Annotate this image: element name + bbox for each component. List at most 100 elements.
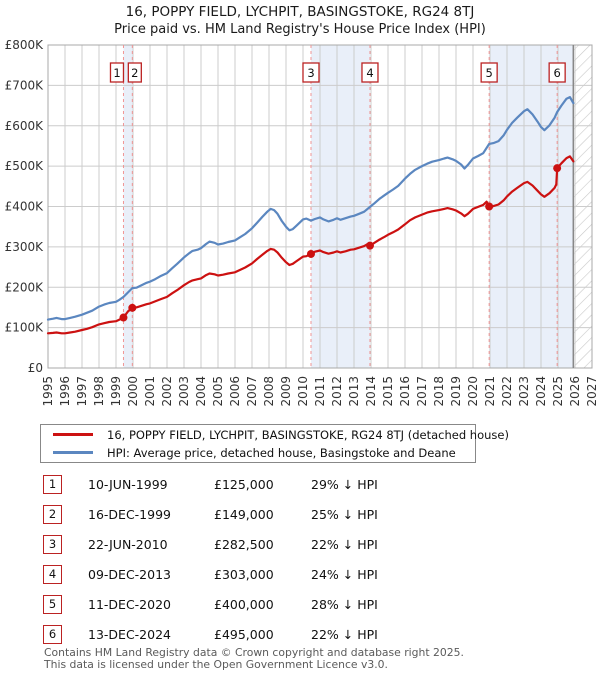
sale-point-5	[485, 202, 494, 211]
transaction-row: 2 16-DEC-1999 £149,000 25% ↓ HPI	[0, 505, 600, 527]
x-axis-label: 2021	[483, 376, 497, 407]
legend-item-hpi: HPI: Average price, detached house, Basi…	[41, 445, 475, 460]
sale-marker-number: 2	[131, 66, 138, 80]
transaction-number-badge: 4	[43, 565, 62, 584]
transaction-hpi-diff: 28% ↓ HPI	[311, 597, 378, 612]
y-axis-label: £100K	[5, 321, 45, 335]
series-line-hpi	[46, 95, 575, 321]
x-axis-label: 2007	[245, 376, 259, 407]
transaction-row: 3 22-JUN-2010 £282,500 22% ↓ HPI	[0, 535, 600, 557]
x-axis-label: 2008	[262, 376, 276, 407]
x-axis-label: 2018	[432, 376, 446, 407]
x-axis-label: 2015	[381, 376, 395, 407]
transaction-date: 11-DEC-2020	[88, 597, 171, 612]
hpi-line-swatch	[53, 451, 93, 454]
transaction-hpi-diff: 22% ↓ HPI	[311, 537, 378, 552]
transaction-hpi-diff: 22% ↓ HPI	[311, 627, 378, 642]
transaction-number-badge: 5	[43, 595, 62, 614]
chart-legend: 16, POPPY FIELD, LYCHPIT, BASINGSTOKE, R…	[40, 424, 509, 463]
transaction-row: 4 09-DEC-2013 £303,000 24% ↓ HPI	[0, 565, 600, 587]
sale-marker-box-3	[302, 62, 320, 83]
transaction-date: 13-DEC-2024	[88, 627, 171, 642]
sale-marker-box-4	[361, 62, 379, 83]
x-axis-label: 2002	[160, 376, 174, 407]
x-axis-label: 2005	[211, 376, 225, 407]
transaction-number-badge: 1	[43, 475, 62, 494]
sale-marker-box-1	[109, 62, 125, 83]
transaction-number-badge: 2	[43, 505, 62, 524]
transaction-hpi-diff: 29% ↓ HPI	[311, 477, 378, 492]
transaction-row: 1 10-JUN-1999 £125,000 29% ↓ HPI	[0, 475, 600, 497]
x-axis-label: 2004	[194, 376, 208, 407]
transaction-date: 16-DEC-1999	[88, 507, 171, 522]
x-axis-label: 1995	[41, 376, 55, 407]
transaction-price: £125,000	[214, 477, 274, 492]
sale-marker-number: 4	[366, 66, 373, 80]
transaction-date: 09-DEC-2013	[88, 567, 171, 582]
transaction-hpi-diff: 25% ↓ HPI	[311, 507, 378, 522]
x-axis-label: 1999	[109, 376, 123, 407]
footer-line: This data is licensed under the Open Gov…	[44, 657, 388, 671]
x-axis-label: 2014	[364, 376, 378, 407]
x-axis-label: 2006	[228, 376, 242, 407]
x-axis-label: 2013	[347, 376, 361, 407]
sale-point-3	[306, 249, 315, 258]
transaction-row: 6 13-DEC-2024 £495,000 22% ↓ HPI	[0, 625, 600, 647]
page-subtitle: Price paid vs. HM Land Registry's House …	[114, 22, 486, 37]
x-axis-label: 2012	[330, 376, 344, 407]
sale-marker-box-5	[480, 62, 498, 83]
legend-label: HPI: Average price, detached house, Basi…	[107, 445, 456, 460]
y-axis-label: £600K	[5, 119, 45, 133]
x-axis-label: 2025	[551, 376, 565, 407]
transaction-price: £303,000	[214, 567, 274, 582]
sale-marker-box-6	[548, 62, 566, 83]
sale-point-2	[128, 303, 137, 312]
sale-point-6	[553, 164, 562, 173]
sale-marker-number: 5	[485, 66, 492, 80]
transaction-row: 5 11-DEC-2020 £400,000 28% ↓ HPI	[0, 595, 600, 617]
x-axis-label: 1998	[92, 376, 106, 407]
transaction-number-badge: 3	[43, 535, 62, 554]
transaction-number-badge: 6	[43, 625, 62, 644]
x-axis-label: 2020	[466, 376, 480, 407]
page-title: 16, POPPY FIELD, LYCHPIT, BASINGSTOKE, R…	[125, 4, 475, 20]
y-axis-label: £500K	[5, 159, 45, 173]
sale-marker-number: 3	[307, 66, 314, 80]
sale-point-4	[365, 241, 374, 250]
x-axis-label: 2019	[449, 376, 463, 407]
x-axis-label: 2027	[585, 376, 599, 407]
legend-label: 16, POPPY FIELD, LYCHPIT, BASINGSTOKE, R…	[107, 427, 509, 442]
sale-marker-number: 1	[113, 66, 120, 80]
y-axis-label: £0	[28, 361, 43, 375]
sale-point-1	[119, 313, 128, 322]
y-axis-label: £700K	[5, 78, 45, 92]
x-axis-label: 2016	[398, 376, 412, 407]
transaction-price: £400,000	[214, 597, 274, 612]
transaction-price: £149,000	[214, 507, 274, 522]
x-axis-label: 1997	[75, 376, 89, 407]
transaction-price: £495,000	[214, 627, 274, 642]
price-paid-line-swatch	[53, 433, 93, 436]
x-axis-label: 2024	[534, 376, 548, 407]
license-footer: Contains HM Land Registry data © Crown c…	[44, 647, 464, 670]
plot-border	[47, 44, 593, 369]
sale-marker-box-2	[127, 62, 142, 83]
x-axis-label: 2017	[415, 376, 429, 407]
legend-item-price-paid: 16, POPPY FIELD, LYCHPIT, BASINGSTOKE, R…	[41, 427, 509, 442]
transaction-price: £282,500	[214, 537, 274, 552]
x-axis-label: 1996	[58, 376, 72, 407]
y-axis-label: £400K	[5, 200, 45, 214]
x-axis-label: 2026	[568, 376, 582, 407]
x-axis-label: 2000	[126, 376, 140, 407]
x-axis-label: 2022	[500, 376, 514, 407]
y-axis-label: £800K	[5, 38, 45, 52]
x-axis-label: 2023	[517, 376, 531, 407]
transaction-hpi-diff: 24% ↓ HPI	[311, 567, 378, 582]
x-axis-label: 2001	[143, 376, 157, 407]
price-history-chart: 1 2 3 4 5 6 £0 £100K £200K £300K £400K £500K £600K £7…	[5, 38, 599, 407]
sale-marker-number: 6	[553, 66, 560, 80]
x-axis-label: 2009	[279, 376, 293, 407]
transaction-date: 22-JUN-2010	[88, 537, 168, 552]
footer-line: Contains HM Land Registry data © Crown c…	[44, 646, 464, 659]
